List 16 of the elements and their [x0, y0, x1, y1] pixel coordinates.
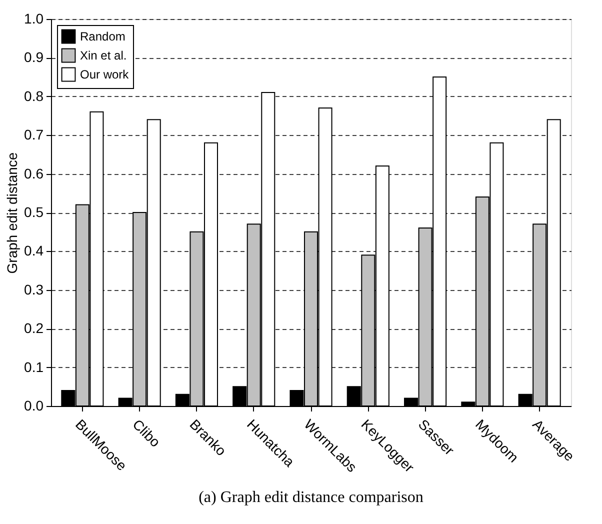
y-tick-label: 0.8	[24, 88, 44, 104]
text: (a) Graph edit distance comparison	[198, 488, 424, 506]
y-tick-label: 0.4	[24, 242, 44, 259]
y-tick-label: 0.2	[24, 320, 44, 336]
legend-label: Our work	[80, 68, 130, 82]
y-tick-label: 0.7	[24, 126, 44, 143]
y-tick-label: 0.9	[24, 49, 44, 66]
y-tick-label: 0.1	[24, 358, 44, 375]
y-tick-label: 1.0	[24, 10, 44, 26]
y-axis-title: Graph edit distance	[4, 152, 20, 274]
y-tick-label: 0.6	[24, 165, 44, 182]
y-tick-label: 0.3	[24, 281, 44, 298]
legend-label: Xin et al.	[80, 48, 127, 62]
y-tick-label: 0.5	[24, 204, 44, 220]
y-tick-label: 0.0	[24, 398, 44, 414]
legend-label: Random	[80, 30, 126, 44]
